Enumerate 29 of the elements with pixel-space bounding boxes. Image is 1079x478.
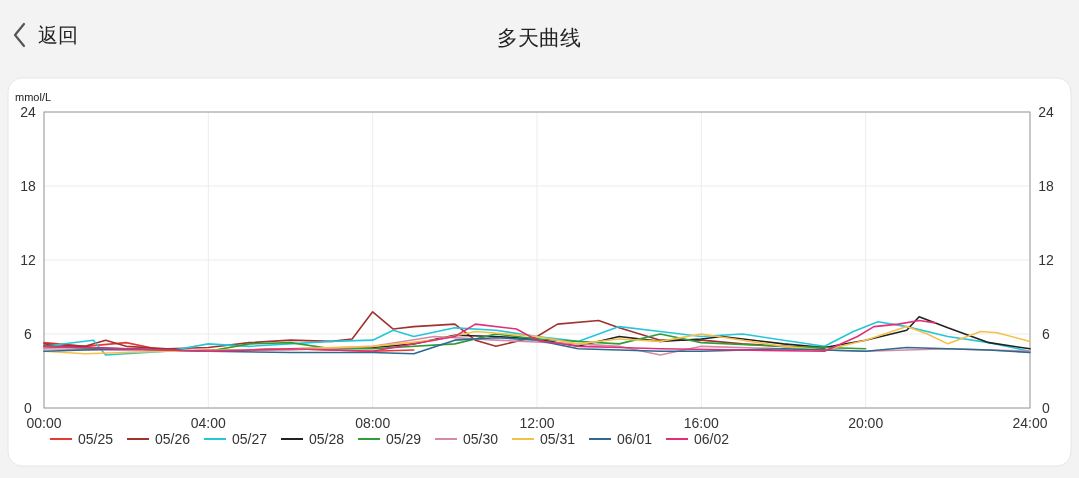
- x-tick-label: 08:00: [355, 415, 391, 431]
- x-tick-label: 20:00: [848, 415, 884, 431]
- legend-label: 06/02: [694, 431, 730, 447]
- y-tick-label: 0: [24, 400, 33, 416]
- legend-label: 05/27: [232, 431, 268, 447]
- legend-label: 05/28: [309, 431, 345, 447]
- back-button: 返回: [13, 22, 78, 48]
- legend-label: 05/26: [155, 431, 191, 447]
- legend-label: 05/30: [463, 431, 499, 447]
- x-tick-label: 04:00: [190, 415, 227, 431]
- x-tick-label: 24:00: [1012, 415, 1048, 431]
- legend-label: 06/01: [617, 431, 653, 447]
- y2-tick-label: 6: [1042, 326, 1051, 342]
- y-tick-label: 6: [24, 326, 33, 342]
- y-tick-label: 24: [20, 104, 36, 120]
- y-axis-title: mmol/L: [15, 91, 52, 103]
- x-tick-label: 00:00: [26, 415, 62, 431]
- y2-tick-label: 18: [1038, 178, 1054, 194]
- legend-label: 05/31: [540, 431, 576, 447]
- y2-tick-label: 0: [1042, 400, 1051, 416]
- chart-title: 多天曲线: [497, 26, 581, 49]
- y2-tick-label: 12: [1038, 252, 1054, 268]
- y2-tick-label: 24: [1038, 104, 1054, 120]
- y-tick-label: 12: [20, 252, 36, 268]
- x-tick-label: 16:00: [683, 415, 720, 431]
- x-tick-label: 12:00: [519, 415, 555, 431]
- legend-label: 05/25: [78, 431, 114, 447]
- y-tick-label: 18: [20, 178, 36, 194]
- legend-label: 05/29: [386, 431, 422, 447]
